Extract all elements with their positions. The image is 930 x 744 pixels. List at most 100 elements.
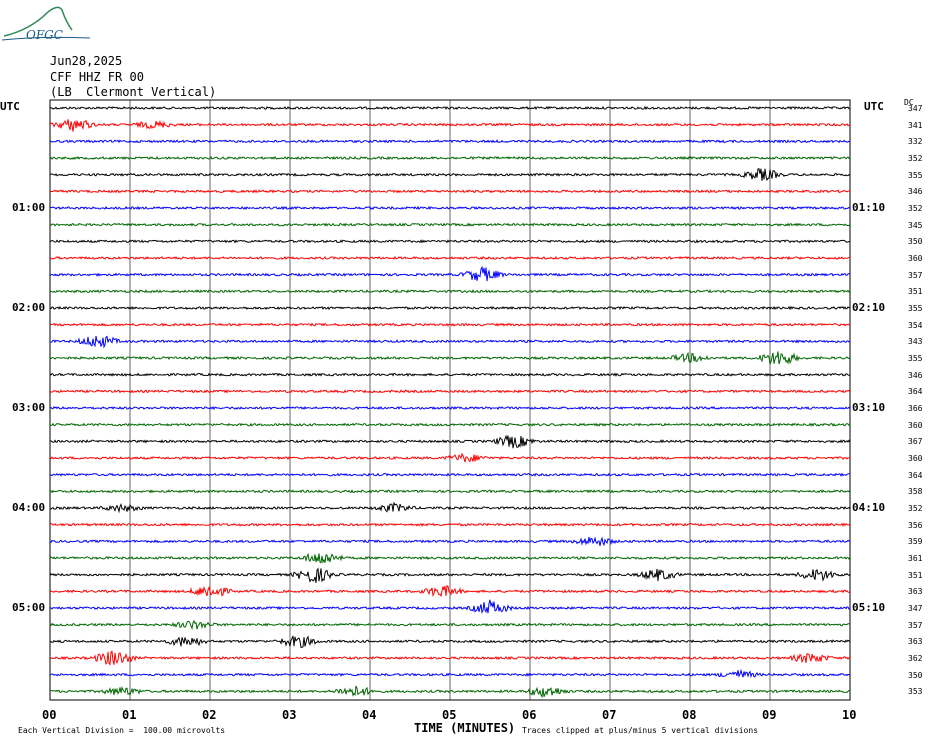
x-tick-label: 05: [442, 708, 457, 722]
dc-offset-label: 352: [908, 154, 923, 163]
station-location: (LB Clermont Vertical): [50, 85, 217, 99]
seismic-trace: [49, 619, 851, 631]
seismic-trace: [49, 668, 851, 679]
x-tick-label: 04: [362, 708, 377, 722]
x-tick-label: 03: [282, 708, 297, 722]
seismic-trace: [49, 168, 851, 182]
seismic-trace: [49, 289, 851, 294]
plot-date: Jun28,2025: [50, 54, 123, 68]
seismic-trace: [49, 255, 851, 261]
dc-offset-label: 353: [908, 687, 923, 697]
dc-offset-label: 354: [908, 320, 923, 330]
dc-offset-label: 360: [908, 454, 923, 463]
seismic-trace: [49, 189, 851, 194]
station-code: CFF HHZ FR 00: [50, 70, 144, 84]
right-utc-label: UTC: [864, 100, 884, 113]
dc-offset-label: 356: [908, 520, 923, 530]
dc-offset-label: 357: [908, 620, 923, 630]
seismic-trace: [49, 239, 851, 244]
seismic-trace: [49, 305, 851, 311]
dc-offset-label: 357: [908, 270, 923, 280]
dc-offset-label: 346: [908, 187, 923, 197]
dc-offset-label: 361: [908, 554, 923, 563]
seismic-trace: [49, 472, 851, 477]
seismic-trace: [49, 501, 851, 514]
dc-offset-label: 355: [908, 304, 923, 313]
dc-offset-label: 347: [908, 604, 923, 613]
x-tick-label: 08: [682, 708, 697, 722]
x-tick-label: 02: [202, 708, 217, 722]
right-time-label: 03:10: [852, 401, 886, 414]
dc-offset-label: 360: [908, 420, 923, 430]
dc-offset-label: 359: [908, 537, 923, 547]
x-tick-label: 09: [762, 708, 777, 722]
x-tick-label: 00: [42, 708, 57, 722]
dc-label: DC: [904, 98, 914, 107]
dc-offset-label: 352: [908, 204, 923, 213]
seismic-trace: [49, 389, 851, 394]
x-tick-label: 07: [602, 708, 617, 722]
dc-offset-label: 347: [908, 104, 923, 113]
seismic-trace: [49, 155, 851, 161]
dc-offset-label: 364: [908, 470, 923, 480]
seismic-trace: [49, 405, 851, 411]
dc-offset-label: 345: [908, 220, 923, 230]
left-time-label: 03:00: [12, 401, 46, 414]
left-time-label: 04:00: [12, 501, 46, 514]
seismic-trace: [49, 335, 851, 349]
seismic-trace: [49, 119, 851, 132]
dc-offset-label: 346: [908, 370, 923, 380]
seismic-trace: [49, 585, 851, 598]
left-time-label: 02:00: [12, 301, 46, 314]
seismic-trace: [49, 567, 851, 583]
dc-offset-label: 351: [908, 570, 923, 580]
right-time-label: 01:10: [852, 201, 886, 214]
right-time-label: 05:10: [852, 601, 886, 614]
seismic-trace: [49, 205, 851, 211]
x-tick-label: 10: [842, 708, 857, 722]
seismic-trace: [49, 222, 851, 227]
seismic-trace: [49, 139, 851, 144]
dc-offset-label: 332: [908, 137, 923, 147]
right-time-label: 02:10: [852, 301, 886, 314]
seismic-trace: [49, 599, 851, 614]
left-utc-label: UTC: [0, 100, 20, 113]
dc-offset-label: 355: [908, 354, 923, 363]
dc-offset-label: 343: [908, 337, 923, 347]
dc-offset-label: 363: [908, 637, 923, 647]
seismic-trace: [49, 422, 851, 427]
seismic-trace: [49, 522, 851, 527]
dc-offset-label: 358: [908, 487, 923, 497]
scale-note: Each Vertical Division = 100.00 microvol…: [18, 726, 226, 735]
dc-offset-label: 362: [908, 654, 923, 663]
seismic-trace: [49, 372, 851, 377]
logo-text: OFGC: [26, 28, 63, 42]
seismic-trace: [49, 685, 851, 699]
seismic-trace: [49, 105, 851, 111]
left-time-label: 01:00: [12, 201, 46, 214]
seismic-trace: [49, 265, 851, 282]
left-time-label: 05:00: [12, 601, 46, 614]
seismic-trace: [49, 635, 851, 648]
dc-offset-label: 355: [908, 170, 923, 180]
dc-offset-label: 366: [908, 404, 923, 413]
x-tick-label: 01: [122, 708, 137, 722]
dc-offset-label: 350: [908, 670, 923, 680]
seismic-trace: [49, 536, 851, 547]
seismic-trace: [49, 434, 851, 449]
seismic-trace: [49, 650, 851, 666]
seismic-trace: [49, 351, 851, 366]
dc-offset-label: 351: [908, 287, 923, 297]
dc-offset-label: 352: [908, 504, 923, 513]
seismic-trace: [49, 452, 851, 463]
clip-note: Traces clipped at plus/minus 5 vertical …: [522, 726, 759, 735]
seismic-trace: [49, 322, 851, 327]
dc-offset-label: 341: [908, 120, 923, 130]
dc-offset-label: 360: [908, 254, 923, 263]
x-tick-label: 06: [522, 708, 537, 722]
x-axis-title: TIME (MINUTES): [414, 721, 516, 735]
seismic-trace: [49, 552, 851, 564]
right-time-label: 04:10: [852, 501, 886, 514]
seismic-trace: [49, 489, 851, 494]
